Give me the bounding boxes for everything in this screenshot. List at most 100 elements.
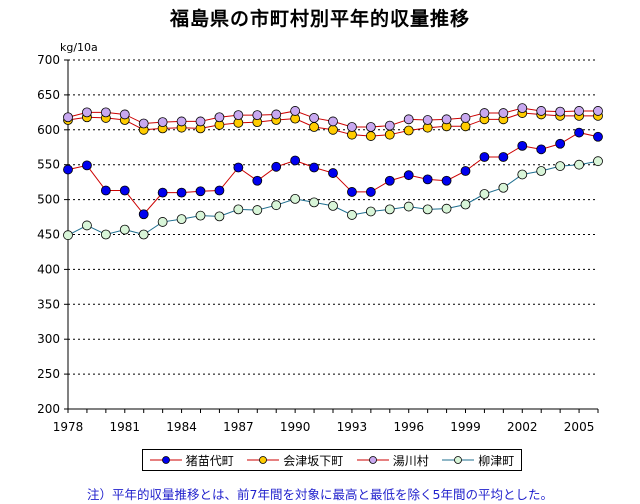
- series-3-point-1997: [422, 204, 433, 215]
- series-2-point-2000: [479, 108, 490, 118]
- series-3-point-1982: [138, 229, 149, 240]
- series-2-point-1986: [214, 112, 225, 123]
- series-0-point-1991: [309, 162, 319, 173]
- series-3-point-1981: [119, 224, 130, 235]
- series-2-point-1982: [138, 118, 149, 129]
- series-3-point-1996: [403, 201, 414, 212]
- series-2-point-2005: [574, 106, 584, 116]
- series-3-point-2002: [517, 169, 528, 180]
- series-2-point-1978: [63, 112, 73, 123]
- y-tick-label-650: 650: [37, 88, 60, 102]
- series-0-point-1993: [347, 187, 357, 197]
- x-tick-label-1999: 1999: [450, 420, 481, 434]
- x-tick-label-1993: 1993: [337, 420, 368, 434]
- series-2-point-1991: [309, 113, 319, 123]
- y-tick-label-200: 200: [37, 402, 60, 416]
- y-tick-label-450: 450: [37, 228, 60, 242]
- series-3-point-1989: [271, 200, 282, 211]
- series-0-point-2006: [593, 131, 603, 142]
- legend-label-yugawa: 湯川村: [392, 453, 429, 468]
- series-3-point-2001: [498, 182, 509, 193]
- series-2-point-2001: [498, 108, 509, 118]
- series-3-point-1984: [176, 214, 187, 225]
- series-3: [63, 156, 603, 241]
- series-0-point-2002: [517, 140, 528, 151]
- series-3-point-1990: [290, 194, 301, 204]
- series-2-point-1999: [460, 113, 471, 123]
- legend-marker-yugawa: [356, 456, 389, 464]
- series-0-point-1990: [290, 155, 301, 166]
- series-0-point-1987: [233, 162, 244, 173]
- x-tick-label-1990: 1990: [280, 420, 311, 434]
- series-2-point-1987: [233, 110, 244, 121]
- series-0-point-2005: [574, 127, 584, 138]
- series-0-point-2004: [555, 138, 566, 149]
- series-0-point-1980: [100, 185, 111, 196]
- series-0-point-1995: [384, 175, 395, 186]
- gridlines: [68, 59, 598, 375]
- series-0-point-2003: [536, 144, 547, 155]
- series-0-point-1998: [441, 175, 452, 186]
- legend-label-inawashiro: 猪苗代町: [185, 453, 234, 468]
- series-2-point-1995: [384, 120, 395, 131]
- series-2-point-1996: [403, 114, 414, 125]
- series-2-point-1988: [252, 110, 263, 121]
- series-0-point-2001: [498, 152, 509, 162]
- series-2-point-1993: [347, 122, 357, 132]
- y-tick-label-600: 600: [37, 123, 60, 137]
- legend-label-yanaizu: 柳津町: [478, 453, 515, 468]
- series-2-point-1994: [365, 122, 376, 132]
- series-2-point-1998: [441, 114, 452, 125]
- x-tick-label-1984: 1984: [166, 420, 197, 434]
- series-0-point-1982: [138, 209, 149, 220]
- series-3-point-1979: [82, 220, 92, 231]
- x-tick-label-2005: 2005: [564, 420, 595, 434]
- x-tick-label-1987: 1987: [223, 420, 254, 434]
- legend-item-yanaizu: 柳津町: [442, 452, 514, 469]
- chart-title: 福島県の市町村別平年的収量推移: [169, 8, 470, 30]
- series-1-point-1992: [328, 124, 338, 135]
- series-2: [63, 103, 603, 132]
- y-tick-label-250: 250: [37, 367, 60, 381]
- series-0-point-1989: [271, 161, 282, 172]
- series-3-point-1978: [63, 230, 73, 241]
- axes: 200 250 300 350 400 450 500 550 600 650 700 1978 198…: [37, 53, 599, 434]
- series-3-point-2003: [536, 166, 547, 176]
- series-0-point-1996: [403, 170, 414, 181]
- series-3-point-1992: [328, 200, 338, 211]
- legend-marker-inawashiro: [149, 456, 182, 464]
- series-3-point-1993: [347, 210, 357, 220]
- series-2-point-1984: [176, 116, 187, 127]
- series-3-point-1986: [214, 211, 225, 222]
- series-0-point-1986: [214, 185, 225, 196]
- y-tick-label-550: 550: [37, 158, 60, 172]
- series-2-point-1985: [195, 116, 206, 127]
- series-3-point-2006: [593, 156, 603, 167]
- x-tick-label-1981: 1981: [110, 420, 141, 434]
- series-2-point-2003: [536, 106, 547, 116]
- series-2-point-2006: [593, 106, 603, 116]
- series-0-point-1979: [82, 160, 92, 171]
- series-3-point-1985: [195, 210, 206, 221]
- series-2-point-2002: [517, 103, 528, 114]
- series-0-point-1992: [328, 168, 338, 178]
- legend: 猪苗代町 会津坂下町 湯川村 柳津町: [142, 449, 522, 471]
- series-0-point-1983: [157, 187, 168, 198]
- series-1-point-1995: [384, 129, 395, 140]
- series-2-point-1980: [100, 107, 111, 118]
- series-3-point-1980: [100, 229, 111, 240]
- series-0-point-1994: [365, 187, 376, 197]
- series-0-point-2000: [479, 152, 490, 162]
- series-0-point-1981: [119, 185, 130, 196]
- series-0-point-1978: [63, 164, 73, 175]
- series-0-point-1997: [422, 174, 433, 185]
- series-3-point-1999: [460, 199, 471, 210]
- series-3-point-1991: [309, 197, 319, 208]
- x-tick-label-2002: 2002: [507, 420, 538, 434]
- series-1-point-1991: [309, 122, 319, 132]
- series-3-point-1988: [252, 205, 263, 215]
- series-2-point-1979: [82, 107, 92, 118]
- series-3-point-1995: [384, 204, 395, 215]
- x-tick-label-1996: 1996: [393, 420, 424, 434]
